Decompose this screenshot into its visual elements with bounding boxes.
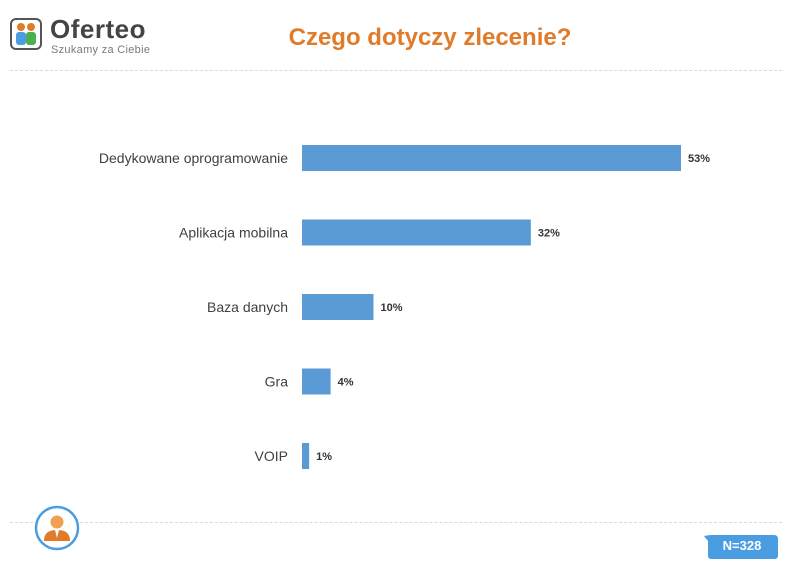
category-label-2: Baza danych [207, 299, 288, 315]
category-label-3: Gra [265, 374, 289, 390]
category-label-1: Aplikacja mobilna [179, 225, 288, 241]
value-label-4: 1% [316, 451, 332, 463]
badge-bubble-icon [704, 535, 778, 559]
logo-name: Oferteo [50, 14, 146, 44]
bar-2 [302, 294, 374, 320]
bar-0 [302, 145, 681, 171]
oferteo-logo: Oferteo Szukamy za Ciebie [10, 14, 160, 58]
value-label-3: 4% [338, 377, 354, 389]
respondent-avatar-icon [34, 505, 80, 551]
chart-title: Czego dotyczy zlecenie? [288, 24, 572, 51]
bar-4 [302, 443, 310, 469]
sample-size-label: N=328 [722, 538, 762, 553]
top-divider [10, 70, 782, 71]
category-label-0: Dedykowane oprogramowanie [99, 150, 288, 166]
value-label-2: 10% [381, 302, 403, 314]
category-label-4: VOIP [255, 448, 288, 464]
logo-people-icon [10, 18, 42, 50]
value-label-0: 53% [688, 153, 710, 165]
sample-size-badge: N=328 [704, 532, 780, 560]
logo-tagline: Szukamy za Ciebie [51, 44, 151, 56]
bar-1 [302, 219, 531, 246]
bottom-divider [10, 522, 782, 523]
bar-3 [302, 368, 331, 395]
value-label-1: 32% [538, 228, 560, 240]
